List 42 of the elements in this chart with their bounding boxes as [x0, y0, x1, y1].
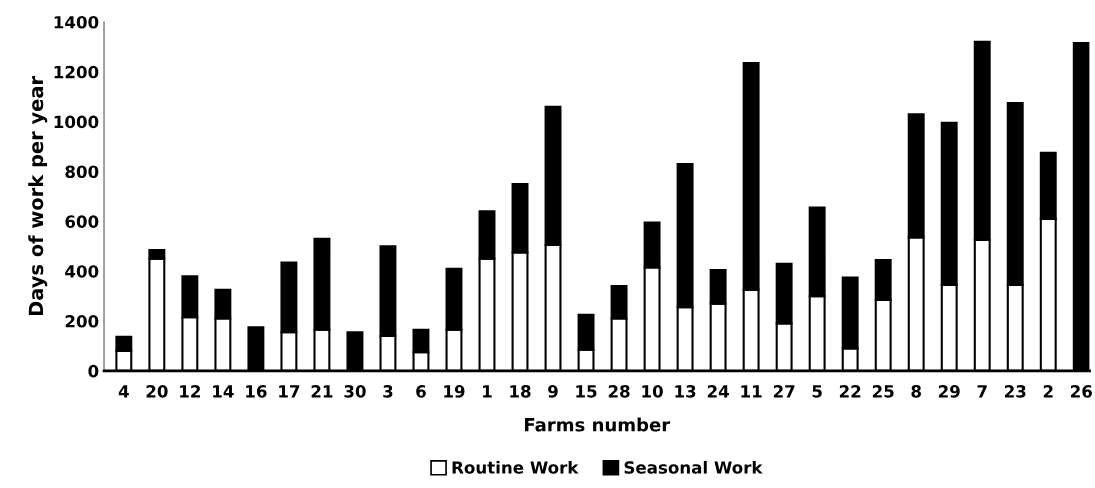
x-tick-label: 29 [938, 385, 960, 398]
x-tick-label: 11 [741, 385, 762, 398]
y-tick-label: 600 [65, 215, 99, 228]
x-tick-label: 7 [977, 385, 987, 398]
x-tick-label: 15 [576, 385, 597, 398]
x-axis-title: Farms number [525, 417, 671, 432]
legend-label: Seasonal Work [624, 460, 763, 474]
y-tick-label: 800 [65, 165, 99, 179]
x-tick-label: 28 [608, 385, 630, 398]
y-axis-title: Days of work per year [28, 76, 48, 316]
x-tick-label: 27 [773, 385, 795, 398]
x-tick-label: 8 [911, 385, 921, 398]
y-tick-label: 1000 [54, 115, 99, 129]
x-tick-label: 16 [246, 385, 267, 398]
x-tick-label: 6 [416, 385, 426, 398]
x-tick-label: 20 [146, 385, 168, 398]
y-tick-label: 1400 [54, 15, 99, 29]
x-tick-label: 23 [1004, 385, 1026, 398]
x-tick-label: 24 [707, 385, 729, 398]
y-tick-label: 400 [65, 265, 99, 278]
y-tick-label: 0 [88, 364, 99, 378]
x-tick-label: 5 [812, 385, 822, 398]
x-tick-label: 13 [675, 385, 696, 398]
x-tick-label: 21 [311, 385, 333, 398]
x-tick-label: 26 [1070, 385, 1092, 398]
x-tick-label: 25 [872, 385, 894, 398]
x-tick-label: 14 [213, 385, 234, 398]
legend-label: Routine Work [452, 460, 579, 474]
x-tick-label: 4 [118, 385, 129, 398]
x-tick-label: 3 [383, 385, 393, 398]
x-tick-label: 17 [279, 385, 300, 398]
x-tick-label: 18 [510, 385, 531, 398]
x-tick-label: 9 [548, 385, 558, 398]
y-tick-label: 1200 [54, 65, 99, 79]
y-tick-label: 200 [65, 315, 99, 328]
x-tick-label: 2 [1043, 385, 1053, 398]
x-tick-label: 30 [344, 385, 366, 398]
x-tick-label: 1 [483, 385, 492, 398]
x-tick-label: 10 [642, 385, 663, 398]
x-tick-label: 19 [444, 385, 465, 398]
x-tick-label: 22 [839, 385, 861, 398]
x-tick-label: 12 [180, 385, 201, 398]
